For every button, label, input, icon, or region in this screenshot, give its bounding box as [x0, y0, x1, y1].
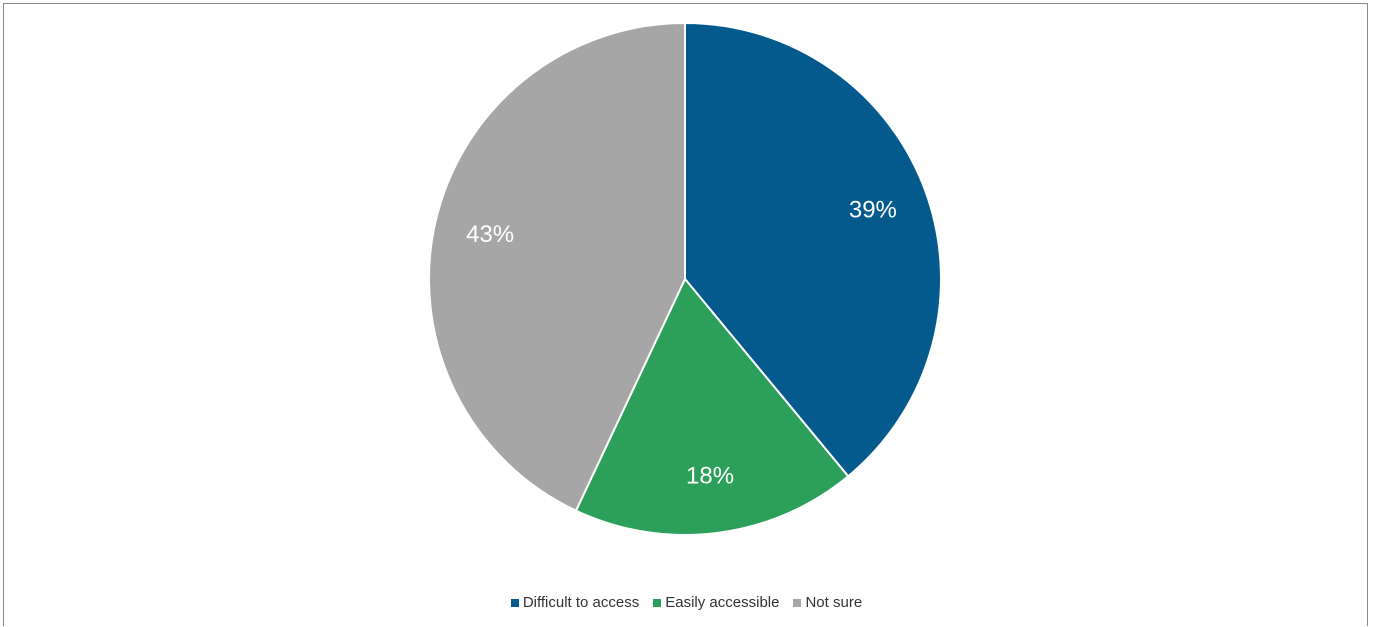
- legend-label-easily: Easily accessible: [665, 594, 780, 611]
- data-label-easily: 18%: [686, 462, 734, 489]
- data-label-not-sure: 43%: [466, 221, 514, 248]
- legend-item-not-sure: Not sure: [793, 594, 862, 611]
- legend-swatch-difficult: [510, 598, 519, 607]
- legend-label-difficult: Difficult to access: [522, 594, 640, 611]
- legend-swatch-not-sure: [793, 598, 802, 607]
- legend: Difficult to access Easily accessible No…: [0, 594, 1373, 611]
- legend-label-not-sure: Not sure: [805, 594, 863, 611]
- legend-item-easily: Easily accessible: [653, 594, 779, 611]
- legend-item-difficult: Difficult to access: [510, 594, 640, 611]
- legend-swatch-easily: [653, 598, 662, 607]
- data-label-difficult: 39%: [849, 197, 897, 224]
- pie-slice-not-sure: [428, 21, 686, 512]
- pie-slice-easily: [574, 277, 850, 536]
- pie-slice-difficult: [684, 21, 942, 478]
- pie-chart: 39% 18% 43%: [428, 21, 942, 536]
